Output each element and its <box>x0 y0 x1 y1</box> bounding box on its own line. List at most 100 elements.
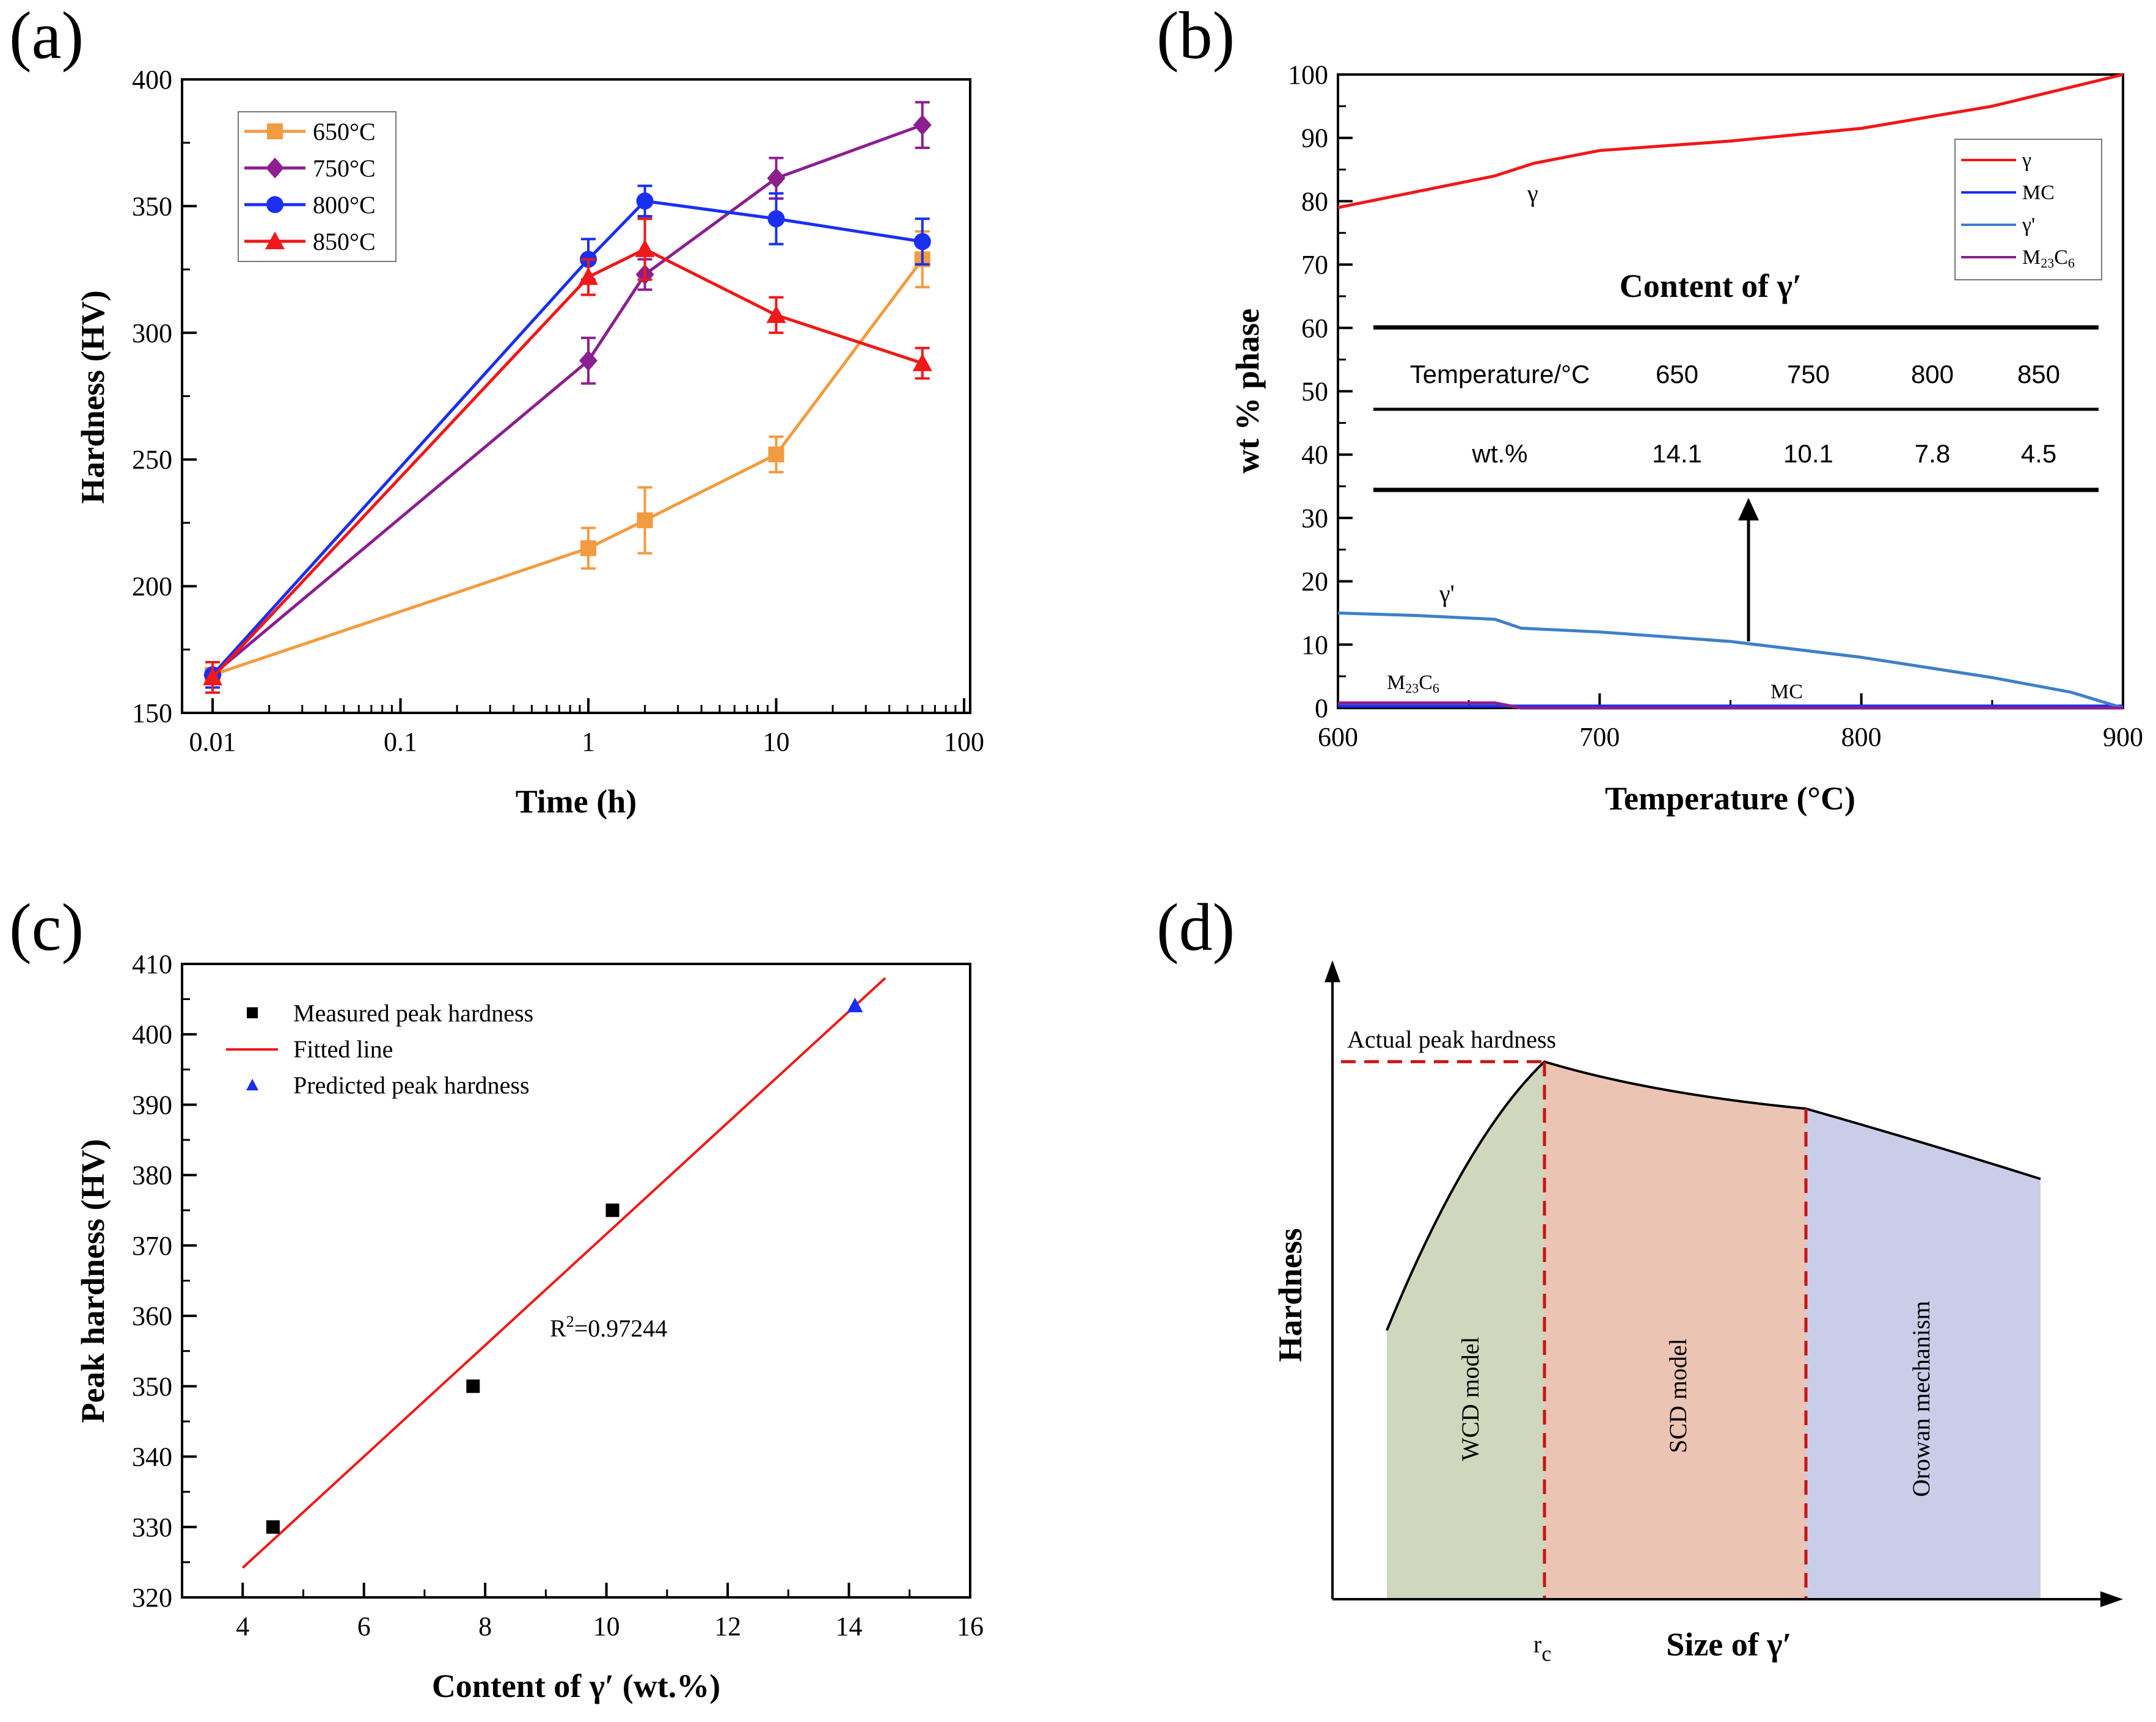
series-line <box>1337 611 2124 710</box>
y-tick-label: 340 <box>132 1442 172 1472</box>
data-point <box>203 667 222 685</box>
panel-a-legend: 650°C 750°C 800°C 850°C <box>244 118 376 255</box>
x-tick-label: 14 <box>836 1611 863 1641</box>
panel-b-legend-text-m23c6: M23C6 <box>2022 246 2075 271</box>
measured-point <box>605 1203 619 1217</box>
y-tick-label: 390 <box>132 1090 172 1120</box>
panel-c-legend-text-fit: Fitted line <box>293 1035 393 1063</box>
y-tick-label: 300 <box>132 318 172 348</box>
y-tick-label: 350 <box>132 191 172 221</box>
y-tick-label: 30 <box>1301 503 1328 533</box>
legend-marker <box>266 196 283 213</box>
x-tick-label: 100 <box>944 727 984 757</box>
x-tick-label: 0.1 <box>384 727 417 757</box>
panel-b-legend-text-gamma-prime: γ' <box>2022 214 2035 236</box>
panel-b-table-row1-label: Temperature/°C <box>1410 360 1590 389</box>
y-tick-label: 380 <box>132 1161 172 1191</box>
panel-b-table-cell: 750 <box>1787 360 1830 389</box>
panel-b-table: Content of γ′ Temperature/°C 650 750 800… <box>1373 268 2099 641</box>
panel-d-y-axis-arrow <box>1325 960 1340 982</box>
fit-line <box>241 977 886 1569</box>
panel-d-hardness-curve <box>1386 1060 2041 1331</box>
panel-d-schematic: Actual peak hardness Size of γ′ Hardness… <box>1272 960 2123 1666</box>
panel-d-peak-label: Actual peak hardness <box>1347 1026 1556 1053</box>
panel-label-c: (c) <box>9 890 84 965</box>
legend-text: 650°C <box>313 118 376 145</box>
x-tick-label: 6 <box>357 1611 371 1641</box>
data-point <box>635 239 655 257</box>
panel-c-legend-text-measured: Measured peak hardness <box>293 999 533 1027</box>
panel-b-xlabel: Temperature (°C) <box>1605 780 1855 817</box>
data-point <box>913 114 932 136</box>
series-line <box>211 247 923 679</box>
panel-b-table-cell: 10.1 <box>1783 439 1833 468</box>
data-point <box>636 192 654 210</box>
panel-c-chart: 4 6 8 10 12 14 16 320 330 340 350 360 370 380 390 400 41… <box>75 949 984 1704</box>
data-point <box>579 267 598 285</box>
data-point <box>912 353 932 371</box>
panel-a-xlabel: Time (h) <box>516 783 637 820</box>
y-tick-label: 50 <box>1301 377 1328 407</box>
panel-b-mc-label: MC <box>1770 680 1803 703</box>
x-tick-label: 600 <box>1318 722 1358 752</box>
y-tick-label: 100 <box>1288 60 1328 90</box>
panel-a-series <box>203 101 932 694</box>
panel-b-table-row2-label: wt.% <box>1471 439 1527 468</box>
panel-b-ylabel: wt % phase <box>1229 308 1266 473</box>
panel-d-region-orowan <box>1806 1109 2041 1599</box>
panel-c-legend-text-predicted: Predicted peak hardness <box>293 1071 530 1099</box>
y-tick-label: 10 <box>1301 630 1328 660</box>
panel-c-series <box>241 977 886 1569</box>
data-point <box>768 446 784 462</box>
panel-b-table-cell: 14.1 <box>1652 439 1702 468</box>
panel-b-ticks: 600 700 800 900 0 10 20 30 40 50 60 70 80 90 100 <box>1288 60 2143 752</box>
y-tick-label: 350 <box>132 1371 172 1401</box>
panel-c-ticks: 4 6 8 10 12 14 16 320 330 340 350 360 370 380 390 400 41… <box>132 949 984 1641</box>
panel-a-ylabel: Hardness (HV) <box>75 290 111 504</box>
data-point <box>767 167 786 189</box>
y-tick-label: 70 <box>1301 250 1328 280</box>
legend-text: 750°C <box>313 155 376 182</box>
y-tick-label: 150 <box>132 698 172 728</box>
x-tick-label: 12 <box>714 1611 741 1641</box>
panel-d-region-label-wcd: WCD model <box>1456 1337 1484 1461</box>
panel-a-ticks: 0.01 0.1 1 10 100 150 200 250 300 350 400 <box>132 65 984 757</box>
panel-c-xlabel: Content of γ′ (wt.%) <box>432 1668 720 1704</box>
series-line <box>1337 73 2124 210</box>
panel-d-region-label-scd: SCD model <box>1664 1338 1692 1453</box>
x-tick-label: 4 <box>236 1611 249 1641</box>
x-tick-label: 16 <box>957 1611 984 1641</box>
panel-b-gamma-label: γ <box>1527 180 1538 207</box>
y-tick-label: 250 <box>132 445 172 475</box>
y-tick-label: 370 <box>132 1231 172 1261</box>
panel-d-region-scd <box>1544 1062 1806 1599</box>
panel-c-legend-marker-measured <box>247 1007 258 1018</box>
panel-c-ylabel: Peak hardness (HV) <box>75 1139 111 1423</box>
panel-d-xlabel: Size of γ′ <box>1666 1626 1791 1663</box>
y-tick-label: 360 <box>132 1301 172 1331</box>
panel-b-table-title: Content of γ′ <box>1620 268 1802 304</box>
y-tick-label: 90 <box>1301 123 1328 153</box>
y-tick-label: 330 <box>132 1512 172 1542</box>
panel-label-b: (b) <box>1157 0 1235 73</box>
panel-c-legend: Measured peak hardness Fitted line Predi… <box>226 999 533 1099</box>
x-tick-label: 10 <box>763 727 790 757</box>
predicted-point <box>847 998 863 1013</box>
panel-b-table-cell: 850 <box>2017 360 2060 389</box>
data-point <box>766 305 786 323</box>
panel-c-legend-marker-predicted <box>246 1079 258 1090</box>
x-tick-label: 8 <box>478 1611 492 1641</box>
x-tick-label: 10 <box>593 1611 620 1641</box>
legend-text: 800°C <box>313 191 376 219</box>
y-tick-label: 400 <box>132 65 172 95</box>
panel-b-table-cell: 7.8 <box>1915 439 1950 468</box>
data-point <box>579 350 597 371</box>
panel-b-gamma-prime-label: γ' <box>1439 580 1455 607</box>
panel-b-legend: γ MC γ' M23C6 <box>1961 149 2075 271</box>
y-tick-label: 320 <box>132 1583 172 1613</box>
legend-text: 850°C <box>313 228 376 255</box>
panel-a-chart: 0.01 0.1 1 10 100 150 200 250 300 350 400 Time (h)… <box>75 65 984 820</box>
y-tick-label: 400 <box>132 1020 172 1049</box>
x-tick-label: 1 <box>582 727 595 757</box>
